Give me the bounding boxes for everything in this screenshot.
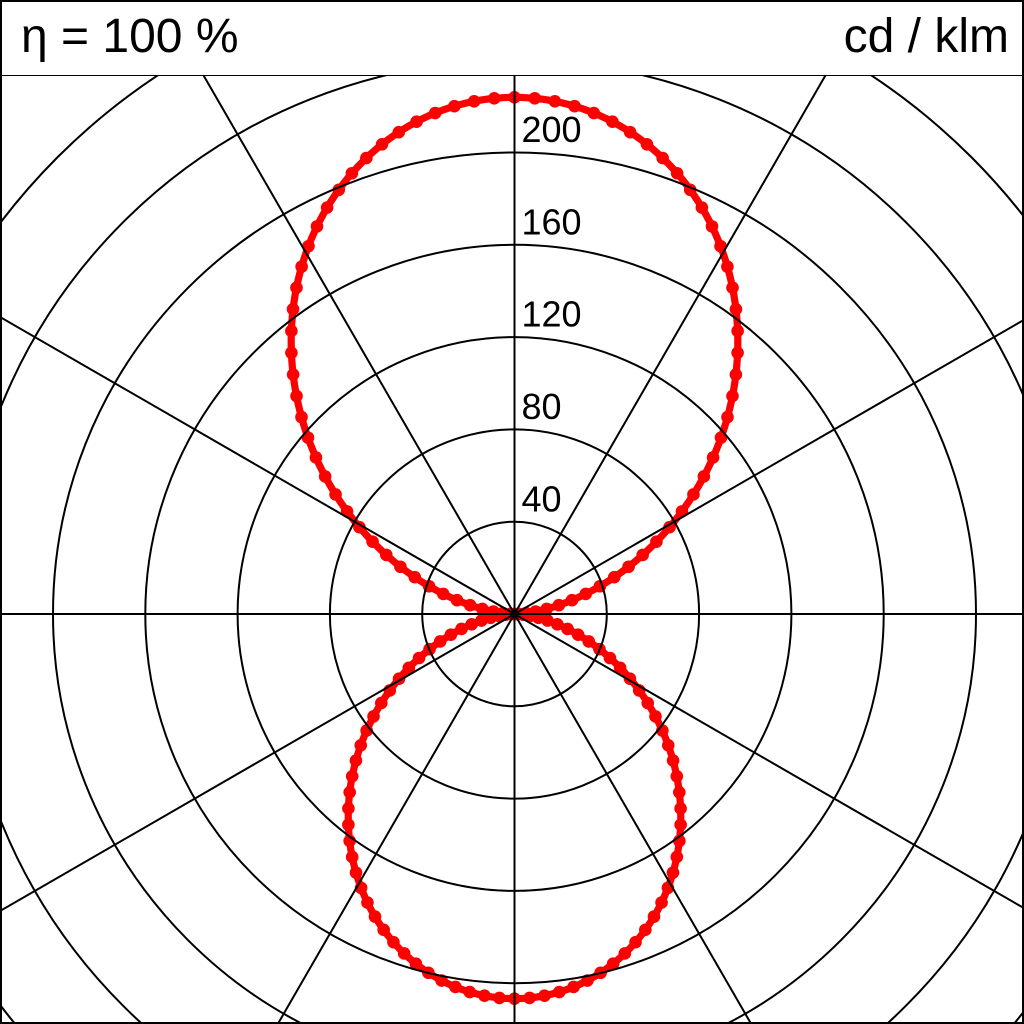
svg-text:40: 40: [522, 478, 562, 519]
svg-text:80: 80: [522, 386, 562, 427]
svg-text:120: 120: [522, 294, 582, 335]
svg-text:160: 160: [522, 201, 582, 242]
svg-text:200: 200: [522, 109, 582, 150]
